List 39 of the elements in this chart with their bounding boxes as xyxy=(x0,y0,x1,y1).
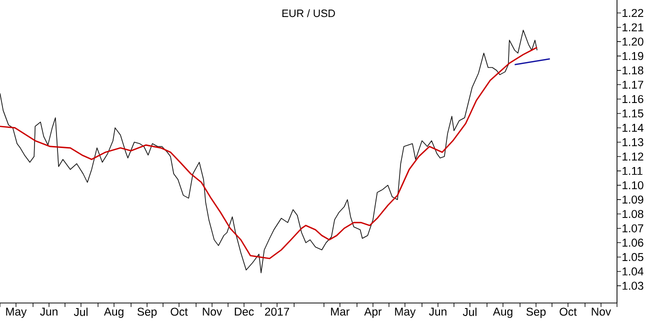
y-tick-label: 1.06 xyxy=(622,238,644,247)
x-tick-label: Jun xyxy=(429,308,446,316)
y-tick-label: 1.04 xyxy=(622,267,644,276)
x-tick-label: Oct xyxy=(560,308,577,316)
x-tick-label: May xyxy=(395,308,416,318)
text: EUR / USD xyxy=(282,9,335,18)
y-tick-label: 1.14 xyxy=(622,124,644,132)
y-tick-label: 1.10 xyxy=(622,181,644,190)
x-tick-label: Mar xyxy=(331,308,350,316)
y-tick-label: 1.11 xyxy=(622,166,642,175)
y-tick-label: 1.15 xyxy=(622,109,644,118)
x-tick-label: Oct xyxy=(170,308,188,316)
y-tick-label: 1.22 xyxy=(622,8,644,17)
x-tick-label: Dec xyxy=(234,308,254,316)
y-tick-label: 1.12 xyxy=(622,152,644,160)
y-tick-label: 1.20 xyxy=(622,38,644,46)
y-tick-label: 1.19 xyxy=(622,52,644,60)
x-tick-label: Aug xyxy=(492,308,512,318)
x-tick-label: Aug xyxy=(104,308,124,318)
x-tick-label: Jul xyxy=(462,308,476,316)
x-tick-label: Jul xyxy=(74,308,88,316)
x-tick-label: Nov xyxy=(592,308,612,316)
x-tick-label: Jun xyxy=(40,308,58,316)
y-tick-label: 1.09 xyxy=(622,196,644,204)
x-tick-label: Nov xyxy=(202,308,222,316)
y-tick-label: 1.18 xyxy=(622,66,644,74)
y-tick-label: 1.08 xyxy=(622,210,644,218)
x-tick-label: Sep xyxy=(526,308,546,318)
y-tick-label: 1.03 xyxy=(622,282,644,290)
y-tick-label: 1.13 xyxy=(622,138,644,146)
y-tick-label: 1.21 xyxy=(622,23,644,32)
y-tick-label: 1.16 xyxy=(622,95,644,104)
y-tick-label: 1.07 xyxy=(622,224,644,232)
y-tick-label: 1.17 xyxy=(622,80,644,89)
y-tick-label: 1.05 xyxy=(622,253,644,262)
x-tick-label: Apr xyxy=(364,308,382,318)
x-tick-label: May xyxy=(6,308,27,318)
x-tick-label: 2017 xyxy=(265,308,290,316)
x-tick-label: Sep xyxy=(138,308,157,318)
